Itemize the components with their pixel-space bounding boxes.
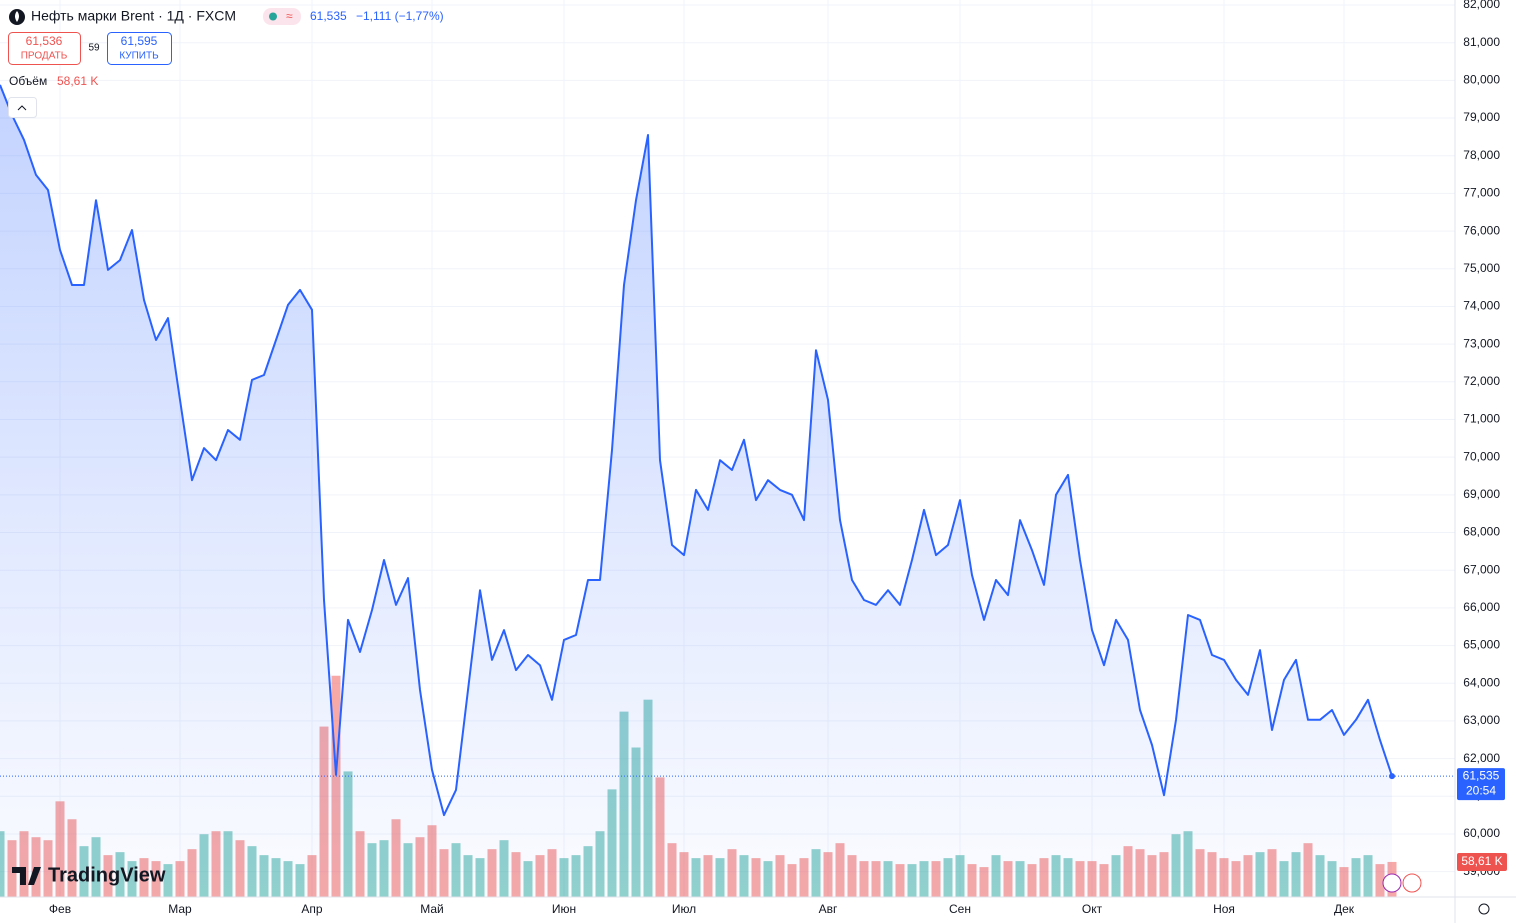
- y-tick-label: 80,000: [1463, 73, 1500, 87]
- x-tick-label: Авг: [819, 902, 838, 916]
- y-tick-label: 62,000: [1463, 751, 1500, 765]
- event-icon[interactable]: [1402, 873, 1422, 893]
- y-tick-label: 82,000: [1463, 0, 1500, 11]
- price-badge-value: 61,535: [1463, 768, 1500, 782]
- symbol-icon: [15, 11, 19, 22]
- buy-label: КУПИТЬ: [119, 51, 159, 62]
- logo: TradingView: [48, 864, 166, 886]
- y-tick-label: 65,000: [1463, 638, 1500, 652]
- y-tick-label: 63,000: [1463, 713, 1500, 727]
- sell-label: ПРОДАТЬ: [21, 51, 68, 62]
- settings-icon[interactable]: [1478, 903, 1490, 915]
- x-tick-label: Июл: [672, 902, 696, 916]
- y-tick-label: 81,000: [1463, 35, 1500, 49]
- y-tick-label: 60,000: [1463, 826, 1500, 840]
- x-tick-label: Дек: [1334, 902, 1355, 916]
- x-tick-label: Окт: [1082, 902, 1103, 916]
- buy-price: 61,595: [121, 34, 158, 48]
- event-icon[interactable]: [1382, 873, 1402, 893]
- status-badge: [263, 8, 301, 25]
- x-tick-label: Мар: [168, 902, 192, 916]
- status-dot: [269, 12, 277, 21]
- y-tick-label: 69,000: [1463, 487, 1500, 501]
- y-tick-label: 68,000: [1463, 525, 1500, 539]
- price-change: −1,111 (−1,77%): [356, 9, 444, 23]
- legend-volume-value: 58,61 K: [57, 74, 98, 88]
- x-tick-label: Ноя: [1213, 902, 1235, 916]
- price-badge-countdown: 20:54: [1466, 783, 1496, 797]
- last-price: 61,535: [310, 9, 347, 23]
- y-tick-label: 67,000: [1463, 562, 1500, 576]
- collapse-icon: [17, 105, 27, 111]
- x-tick-label: Июн: [552, 902, 576, 916]
- y-tick-label: 79,000: [1463, 110, 1500, 124]
- plot: [0, 84, 1455, 897]
- y-tick-label: 75,000: [1463, 261, 1500, 275]
- y-tick-label: 78,000: [1463, 148, 1500, 162]
- last-point: [1389, 773, 1395, 780]
- y-tick-label: 73,000: [1463, 336, 1500, 350]
- y-tick-label: 64,000: [1463, 675, 1500, 689]
- sell-button[interactable]: [8, 32, 81, 65]
- y-tick-label: 77,000: [1463, 186, 1500, 200]
- y-tick-label: 66,000: [1463, 600, 1500, 614]
- collapse-button[interactable]: [8, 97, 37, 118]
- legend-volume: Объём: [9, 74, 47, 88]
- y-tick-label: 70,000: [1463, 449, 1500, 463]
- volume-badge: [1457, 852, 1507, 871]
- x-tick-label: Май: [420, 902, 444, 916]
- price-badge: [1457, 768, 1505, 801]
- sell-price: 61,536: [26, 34, 63, 48]
- y-tick-label: 72,000: [1463, 374, 1500, 388]
- volume-badge-value: 58,61 K: [1461, 854, 1502, 868]
- x-tick-label: Сен: [949, 902, 971, 916]
- spread: 59: [88, 43, 100, 54]
- symbol-title: Нефть марки Brent · 1Д · FXCM: [31, 8, 236, 24]
- buy-button[interactable]: [107, 32, 172, 65]
- x-tick-label: Апр: [301, 902, 323, 916]
- y-tick-label: 74,000: [1463, 299, 1500, 313]
- y-tick-label: 71,000: [1463, 412, 1500, 426]
- x-tick-label: Фев: [49, 902, 71, 916]
- logo-mark: [12, 867, 41, 885]
- y-tick-label: 76,000: [1463, 223, 1500, 237]
- status-sign: ≈: [286, 9, 293, 23]
- axes: 59,00060,00061,00062,00063,00064,00065,0…: [49, 0, 1507, 916]
- price-line: [0, 84, 1393, 817]
